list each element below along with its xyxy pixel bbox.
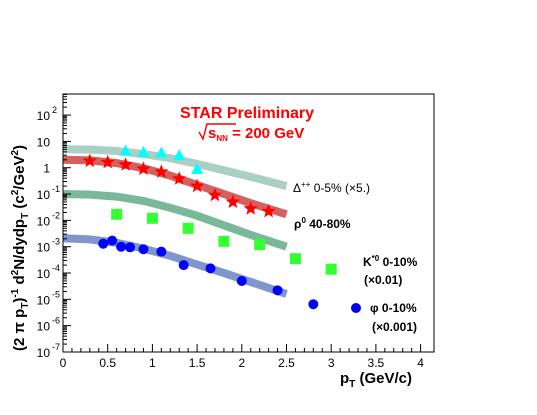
y-tick-exponent: -6 [52,316,60,326]
legend-kstar: K*0 0-10% [363,254,418,269]
marker-s0-0 [119,144,132,156]
y-tick-exponent: -2 [52,210,60,220]
marker-s0-2 [155,146,168,158]
marker-s2-3 [218,235,230,247]
subtitle-s: s [208,125,216,142]
marker-s3-9 [272,285,283,296]
y-tick-label: 10 [37,109,51,123]
y-tick-exponent: -3 [52,237,60,247]
subtitle-energy: = 200 GeV [228,125,304,142]
marker-s1-3 [136,161,151,175]
marker-s3-8 [236,275,247,286]
marker-s2-5 [289,253,301,265]
svg-text:sNN = 200 GeV: sNN = 200 GeV [208,125,304,143]
marker-s1-7 [207,187,223,202]
chart-subtitle: sNN = 200 GeV [198,123,304,143]
marker-s1-0 [82,153,97,168]
y-tick-label: 10 [37,267,51,281]
x-tick-label: 3 [328,356,335,370]
marker-s1-5 [172,171,187,185]
marker-s2-6 [325,263,337,275]
y-tick-label: 10 [37,346,51,360]
marker-s0-3 [173,149,186,161]
y-tick-exponent: -4 [52,263,60,273]
marker-s2-1 [146,212,158,224]
x-tick-label: 4 [417,356,424,370]
marker-s3-7 [205,263,216,274]
y-tick-exponent: -1 [52,184,60,194]
y-tick-label: 10 [37,293,51,307]
legend-kstar-scale: (×0.01) [364,273,402,287]
marker-s3-6 [178,260,189,271]
marker-s1-1 [100,154,115,169]
y-tick-label: 10 [37,135,51,149]
fit-band-2 [62,190,288,251]
x-axis-label: pT (GeV/c) [340,370,412,390]
y-tick-label: 10 [37,320,51,334]
marker-s1-10 [261,203,276,218]
x-tick-label: 2 [238,356,245,370]
y-tick-exponent: -5 [52,289,60,299]
x-axis-ticks: 0 0.5 1 1.5 2 2.5 3 3.5 4 [60,344,424,370]
legend-phi-scale: (×0.001) [372,320,417,334]
marker-s1-6 [190,178,205,193]
y-tick-label: 10 [37,241,51,255]
data-markers [82,144,361,313]
marker-s1-4 [154,164,169,178]
legend-rho: ρ0 40-80% [294,216,351,231]
marker-s0-4 [191,162,204,174]
fit-band-0 [62,145,288,190]
legend-phi-marker [351,303,361,313]
x-tick-label: 1 [149,356,156,370]
y-axis-label: (2 π pT)-1 d2N/dydpT (c2/GeV2) [10,145,31,351]
marker-s2-0 [111,208,123,220]
y-tick-label: 10 [37,214,51,228]
fit-band-1 [62,155,288,219]
y-tick-exponent: -7 [52,342,60,352]
fit-band-3 [62,234,288,298]
chart-title: STAR Preliminary [180,105,314,122]
marker-s2-2 [182,222,194,234]
marker-s1-8 [225,194,240,208]
marker-s3-2 [116,241,127,252]
y-tick-label: 10 [37,188,51,202]
marker-s0-1 [137,145,150,157]
marker-s1-9 [243,201,258,215]
marker-s3-5 [156,246,167,257]
subtitle-nn: NN [216,134,228,143]
marker-s3-4 [138,244,149,255]
legend-phi: φ 0-10% [370,301,417,315]
marker-s3-3 [125,242,136,253]
marker-s3-0 [98,238,109,249]
x-tick-label: 3.5 [368,356,385,370]
marker-s2-4 [254,239,266,251]
x-tick-label: 0 [60,356,67,370]
marker-s3-1 [107,235,118,246]
fit-bands [62,145,288,298]
y-tick-exponent: 2 [52,105,57,115]
x-tick-label: 0.5 [99,356,116,370]
x-tick-label: 1.5 [189,356,206,370]
marker-s1-2 [118,157,133,171]
marker-s3-10 [308,299,319,310]
x-tick-label: 2.5 [278,356,295,370]
y-tick-label: 1 [43,162,50,176]
legend-delta: Δ++ 0-5% (×5.) [293,180,370,195]
